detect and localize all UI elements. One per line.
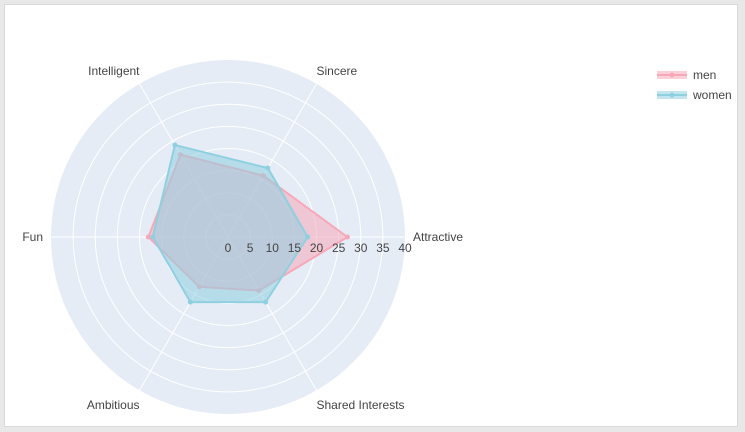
- legend-marker: [669, 72, 675, 78]
- data-point-men: [145, 234, 151, 240]
- radial-tick-label: 30: [354, 241, 368, 255]
- legend-item-men[interactable]: men: [657, 68, 716, 82]
- category-label-fun: Fun: [22, 230, 43, 244]
- data-point-women: [172, 142, 178, 148]
- radial-tick-label: 5: [247, 241, 254, 255]
- radar-chart: 0 5 10 15 20 25 30 35 40 Attractive Sincere Intell…: [22, 60, 732, 414]
- legend-item-women[interactable]: women: [657, 88, 732, 102]
- chart-frame: 0 5 10 15 20 25 30 35 40 Attractive Sincere Intell…: [4, 4, 738, 427]
- data-point-women: [263, 299, 269, 305]
- category-label-sincere: Sincere: [317, 64, 358, 78]
- category-label-ambitious: Ambitious: [87, 398, 140, 412]
- radial-tick-label: 25: [332, 241, 346, 255]
- category-label-shared-interests: Shared Interests: [317, 398, 405, 412]
- category-label-attractive: Attractive: [413, 230, 463, 244]
- data-point-women: [305, 234, 311, 240]
- data-point-women: [187, 299, 193, 305]
- radial-tick-label: 10: [266, 241, 280, 255]
- radial-tick-label: 35: [376, 241, 390, 255]
- radial-tick-label: 20: [310, 241, 324, 255]
- legend-marker: [669, 92, 675, 98]
- radial-tick-label: 15: [288, 241, 302, 255]
- category-label-intelligent: Intelligent: [88, 64, 140, 78]
- series-women: [150, 142, 311, 305]
- legend-label: men: [693, 68, 716, 82]
- data-point-women: [150, 234, 156, 240]
- radial-tick-label: 0: [225, 241, 232, 255]
- category-labels: Attractive Sincere Intelligent Fun Ambitious…: [22, 64, 463, 412]
- series-layer: [145, 142, 350, 305]
- data-point-women: [265, 165, 271, 171]
- legend[interactable]: men women: [657, 68, 732, 102]
- legend-label: women: [692, 88, 732, 102]
- radial-tick-labels: 0 5 10 15 20 25 30 35 40: [225, 241, 412, 255]
- radial-tick-label: 40: [398, 241, 412, 255]
- data-point-men: [344, 234, 350, 240]
